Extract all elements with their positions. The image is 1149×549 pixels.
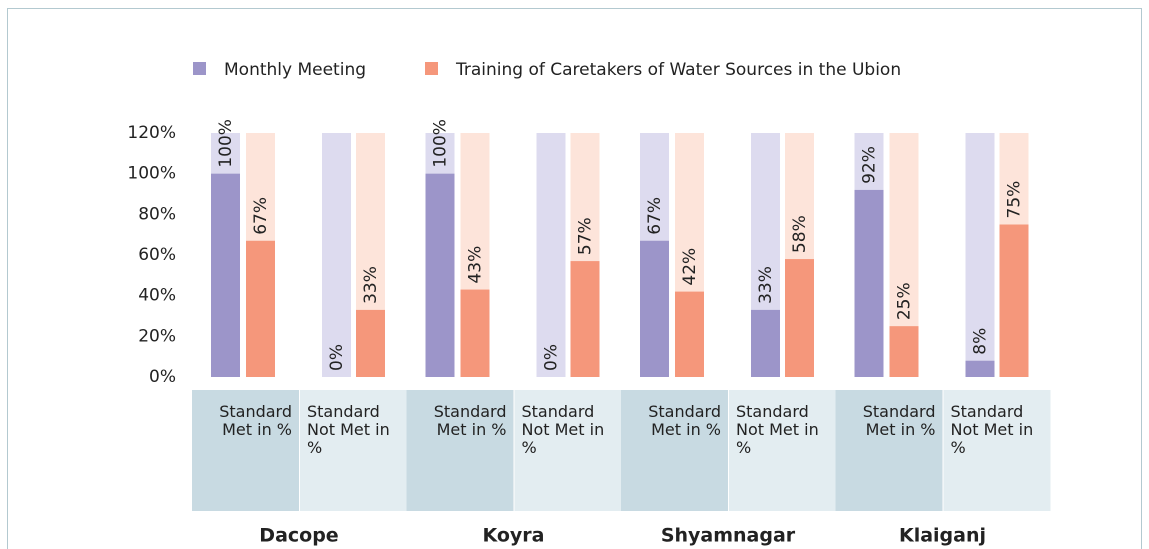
y-tick-label: 20% (138, 326, 176, 346)
value-label: 58% (790, 215, 810, 253)
value-label: 92% (860, 146, 880, 184)
category-box (514, 390, 622, 511)
frame (7, 8, 1142, 549)
value-label: 67% (251, 197, 271, 235)
bar (356, 309, 385, 377)
x-tick-label: Standard Met in % (219, 402, 292, 439)
y-tick-label: 80% (138, 204, 176, 224)
value-label: 67% (645, 197, 665, 235)
category-box (835, 390, 943, 511)
x-tick-label: Standard Not Met in % (736, 402, 819, 457)
bar (854, 189, 884, 377)
group-label: Dacope (259, 525, 338, 547)
x-tick-label: Standard Not Met in % (307, 402, 390, 457)
bar (785, 259, 814, 377)
x-tick-label: Standard Met in % (648, 402, 721, 439)
value-label: 0% (542, 344, 562, 371)
bar (889, 326, 919, 377)
x-tick-label: Standard Met in % (433, 402, 507, 439)
value-label: 57% (576, 217, 596, 255)
value-label: 8% (971, 328, 991, 355)
category-box (621, 390, 728, 511)
value-label: 33% (756, 266, 776, 304)
y-tick-label: 100% (127, 164, 176, 184)
value-label: 43% (466, 246, 486, 284)
group-label: Klaiganj (899, 525, 986, 547)
x-tick-label: Standard Met in % (862, 402, 936, 439)
category-box (729, 390, 836, 511)
bar (999, 224, 1029, 377)
category-box (300, 390, 407, 511)
legend-label: Training of Caretakers of Water Sources … (455, 60, 901, 80)
value-label: 25% (895, 282, 915, 320)
value-label: 0% (327, 344, 347, 371)
group-label: Shyamnagar (661, 525, 796, 547)
category-box (943, 390, 1051, 511)
value-label: 33% (361, 266, 381, 304)
bar-background (965, 133, 995, 377)
value-label: 75% (1005, 181, 1025, 219)
bar (570, 261, 600, 377)
bar (211, 173, 240, 377)
bar (965, 360, 995, 377)
bar (246, 240, 275, 377)
y-tick-label: 60% (138, 245, 176, 265)
x-tick-label: Standard Not Met in % (521, 402, 605, 457)
legend-swatch (193, 62, 206, 75)
category-box (192, 390, 299, 511)
value-label: 100% (431, 119, 451, 168)
bar (675, 291, 704, 377)
y-tick-label: 40% (138, 286, 176, 306)
bar-background (322, 133, 351, 377)
category-box (406, 390, 514, 511)
bar (460, 289, 490, 377)
bar (640, 240, 669, 377)
y-tick-label: 120% (127, 123, 176, 143)
legend-swatch (425, 62, 438, 75)
bar-background (536, 133, 566, 377)
bar (425, 173, 455, 377)
x-tick-label: Standard Not Met in % (950, 402, 1034, 457)
value-label: 100% (216, 119, 236, 168)
group-label: Koyra (482, 525, 544, 547)
y-tick-label: 0% (149, 367, 176, 387)
legend-label: Monthly Meeting (224, 60, 366, 80)
value-label: 42% (680, 248, 700, 286)
bar (751, 309, 780, 377)
